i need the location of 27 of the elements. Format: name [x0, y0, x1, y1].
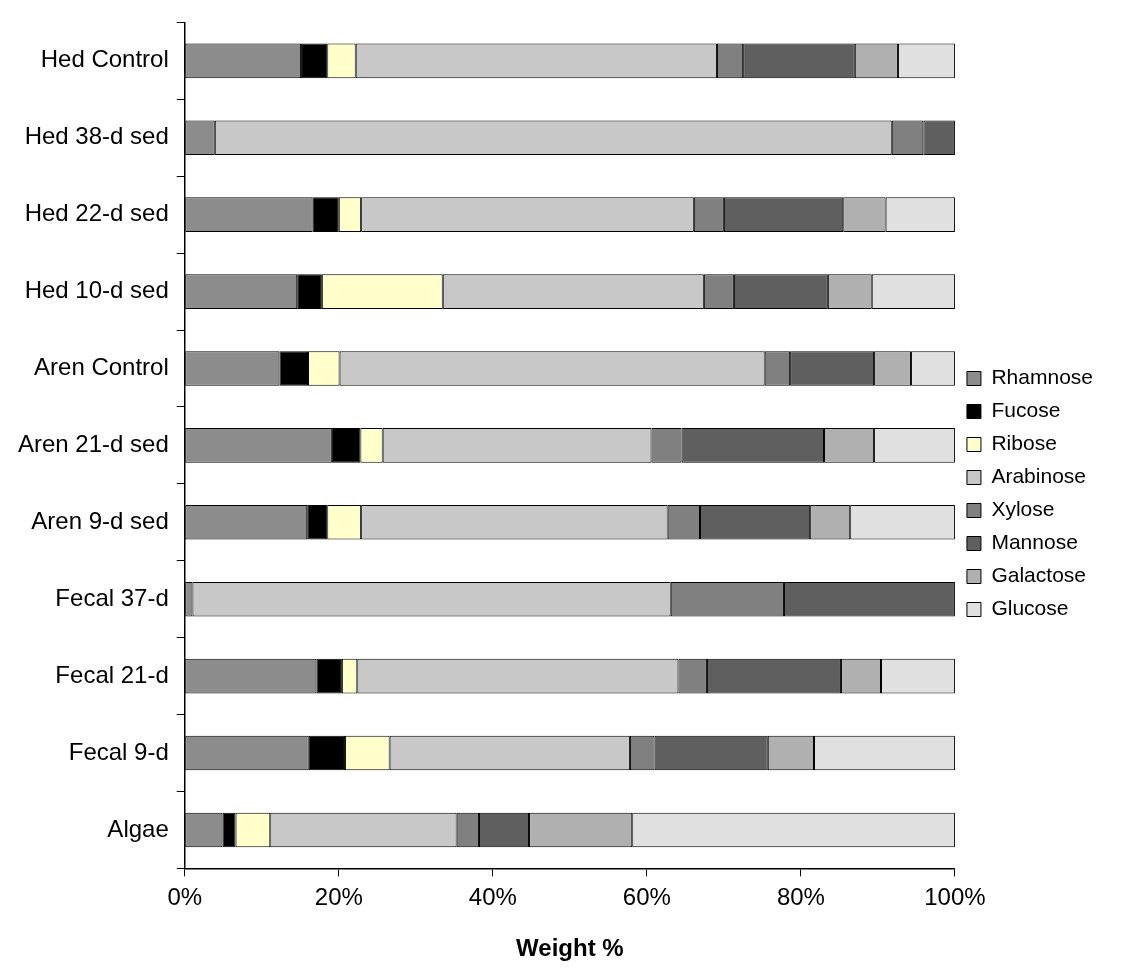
y-tick-label: Hed 10-d sed [24, 276, 169, 304]
y-tick-label: Aren 9-d sed [31, 506, 169, 534]
y-tick-label: Hed 38-d sed [24, 122, 169, 150]
legend-label: Fucose [991, 398, 1061, 422]
legend-label: Galactose [991, 563, 1087, 587]
y-tick-label: Aren Control [34, 353, 169, 381]
y-tick-label: Hed 22-d sed [24, 199, 169, 227]
legend-label: Mannose [991, 530, 1078, 554]
y-tick-label: Algae [107, 814, 169, 842]
x-tick-label: 80% [776, 883, 825, 911]
x-tick-label: 0% [167, 883, 203, 911]
x-tick-label: 20% [314, 883, 363, 911]
y-tick-label: Aren 21-d sed [18, 430, 169, 458]
y-tick-label: Fecal 21-d [55, 660, 169, 688]
bar [279, 351, 308, 386]
legend-label: Glucose [991, 596, 1069, 620]
x-tick-label: 100% [924, 883, 986, 911]
legend-label: Rhamnose [991, 365, 1094, 389]
legend-label: Xylose [991, 497, 1055, 521]
x-tick-label: 40% [468, 883, 517, 911]
legend-label: Ribose [991, 431, 1057, 455]
y-tick-label: Hed Control [40, 45, 169, 73]
y-tick-label: Fecal 37-d [55, 583, 169, 611]
x-tick-label: 60% [622, 883, 671, 911]
y-tick-label: Fecal 9-d [68, 737, 169, 765]
legend-label: Arabinose [991, 464, 1087, 488]
x-axis-title: Weight % [516, 934, 624, 962]
